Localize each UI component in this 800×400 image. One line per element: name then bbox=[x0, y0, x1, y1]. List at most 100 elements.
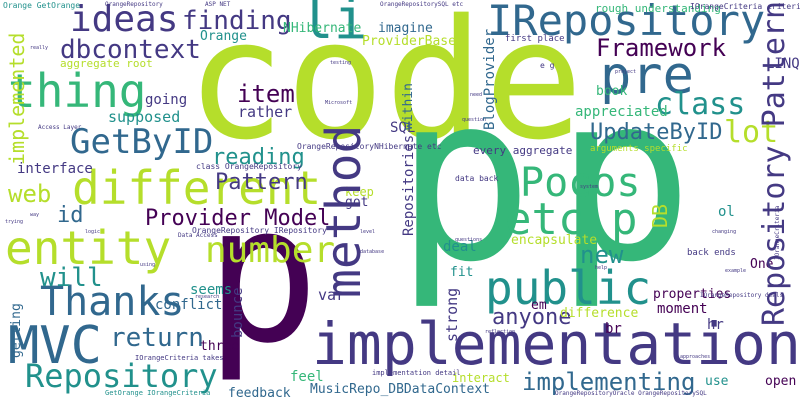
word-orange: Orange bbox=[200, 29, 247, 44]
word-aggregate-root: aggregate root bbox=[60, 57, 153, 70]
word-thing: thing bbox=[8, 64, 147, 118]
word-implementing: implementing bbox=[522, 368, 696, 396]
word-imagine: imagine bbox=[378, 21, 433, 36]
word-irepository: IRepository bbox=[487, 0, 766, 45]
word-pocos: Pocos bbox=[520, 160, 641, 206]
word-reading: reading bbox=[212, 145, 305, 170]
word-item: item bbox=[237, 80, 295, 108]
word-orangerepository-nhibernate: OrangeRepositoryNHibernate etc bbox=[297, 142, 442, 151]
word-framework: Framework bbox=[596, 34, 727, 62]
word-em: em bbox=[531, 298, 547, 313]
word-orangerepositorysql-etc: OrangeRepositorySQL etc bbox=[380, 1, 464, 8]
word-p: p bbox=[205, 164, 320, 385]
word-different: different bbox=[72, 161, 322, 215]
word-pattern: Pattern bbox=[215, 170, 308, 195]
word-feel: feel bbox=[290, 369, 324, 385]
word-pre: pre bbox=[600, 46, 694, 106]
word-data-back: data back bbox=[455, 174, 499, 183]
word-three: three bbox=[200, 339, 240, 354]
word-provider-model: Provider Model bbox=[145, 206, 331, 231]
word-id: id bbox=[57, 203, 84, 228]
word-sql: SQL bbox=[390, 120, 416, 136]
word-encapsulate: encapsulate bbox=[511, 233, 598, 248]
word-using: using bbox=[140, 262, 156, 268]
word-seems: seems bbox=[190, 282, 233, 298]
word-repositories: Repositories bbox=[401, 134, 417, 236]
word-number: number bbox=[205, 230, 336, 271]
word-questions: questions bbox=[455, 237, 483, 243]
word-hr: hr bbox=[707, 317, 724, 333]
word-keep: keep bbox=[345, 185, 374, 199]
word-strong: strong bbox=[443, 287, 461, 342]
word-changing: changing bbox=[712, 229, 737, 235]
word-orangerepository-irepository: OrangeRepository IRepository bbox=[192, 226, 327, 235]
word-e-g: e g bbox=[540, 61, 555, 70]
word-arguments-specific: arguments specific bbox=[590, 144, 688, 154]
word-asp-net: ASP NET bbox=[205, 1, 231, 8]
word-li: li bbox=[300, 0, 368, 52]
word-code: code bbox=[186, 0, 584, 176]
word-implementation-detail: implementation detail bbox=[372, 369, 461, 377]
word-blogprovider: BlogProvider bbox=[482, 28, 498, 130]
word-going: going bbox=[145, 92, 188, 108]
word-project: project bbox=[615, 69, 637, 75]
word-implemented: implemented bbox=[5, 32, 29, 165]
word-repository: Repository bbox=[25, 357, 218, 395]
word-finding: finding bbox=[182, 6, 292, 36]
word-lot: lot bbox=[724, 115, 779, 150]
word-public: public bbox=[485, 261, 652, 315]
word-repository-pattern: Repository Pattern bbox=[757, 0, 792, 326]
word-first-place: first place bbox=[505, 34, 565, 44]
word-difference: difference bbox=[560, 306, 639, 321]
word-interface: interface bbox=[17, 161, 93, 177]
word-system: system bbox=[580, 184, 599, 190]
word-iorangecriteria: IOrangeCriteria bbox=[774, 205, 781, 260]
word-entity: entity bbox=[5, 221, 172, 275]
word-dbcontext: dbcontext bbox=[60, 35, 201, 65]
word-linq: LINQ bbox=[766, 56, 800, 72]
word-got: got bbox=[345, 195, 369, 210]
word-supposed: supposed bbox=[108, 108, 181, 126]
word-need: need bbox=[470, 92, 483, 98]
word-microsoft: Microsoft bbox=[325, 100, 353, 106]
word-conflict: conflict bbox=[155, 297, 223, 313]
word-method: method bbox=[316, 124, 372, 298]
word-interact: interact bbox=[452, 371, 510, 385]
word-return: return bbox=[110, 323, 204, 353]
word-getting: getting bbox=[9, 303, 24, 358]
word-access-layer: Access Layer bbox=[38, 124, 82, 131]
word-iorangecriteria-takes: IOrangeCriteria takes bbox=[135, 354, 224, 362]
word-db: DB bbox=[648, 203, 672, 228]
word-feedback: feedback bbox=[228, 386, 291, 400]
word-question: question bbox=[462, 117, 487, 123]
word-class-orangerepository: class OrangeRepository bbox=[196, 162, 302, 171]
word-implementation: implementation bbox=[312, 310, 800, 378]
word-p: p bbox=[395, 46, 534, 313]
word-getbyid: GetByID bbox=[70, 122, 214, 162]
word-within: within bbox=[401, 83, 416, 130]
word-br: br bbox=[605, 321, 622, 337]
word-p: p bbox=[555, 46, 694, 313]
word-musicrepo: MusicRepo_DBDataContext bbox=[310, 382, 491, 397]
word-trying: trying bbox=[5, 219, 24, 225]
word-book: book bbox=[596, 84, 628, 99]
word-logic: logic bbox=[85, 229, 101, 235]
word-research: research bbox=[195, 294, 220, 300]
word-every-aggregate: every aggregate bbox=[473, 144, 573, 157]
word-example: example bbox=[725, 268, 747, 274]
word-updatebyid: UpdateByID bbox=[590, 120, 723, 145]
word-bounce: bounce bbox=[230, 287, 246, 338]
word-new: new bbox=[580, 241, 624, 269]
word-level: level bbox=[360, 229, 376, 235]
word-rough-understanding: rough understanding bbox=[595, 2, 721, 15]
word-approaches: approaches bbox=[680, 354, 711, 360]
word-appreciated: appreciated bbox=[575, 104, 668, 120]
word-mvc: MVC bbox=[8, 316, 102, 376]
word-ideas: ideas bbox=[70, 0, 179, 40]
word-back-ends: back ends bbox=[687, 248, 736, 258]
word-help: help bbox=[595, 265, 608, 271]
word-really: really bbox=[30, 45, 49, 51]
word-way: way bbox=[30, 212, 40, 218]
word-testing: testing bbox=[330, 60, 352, 66]
